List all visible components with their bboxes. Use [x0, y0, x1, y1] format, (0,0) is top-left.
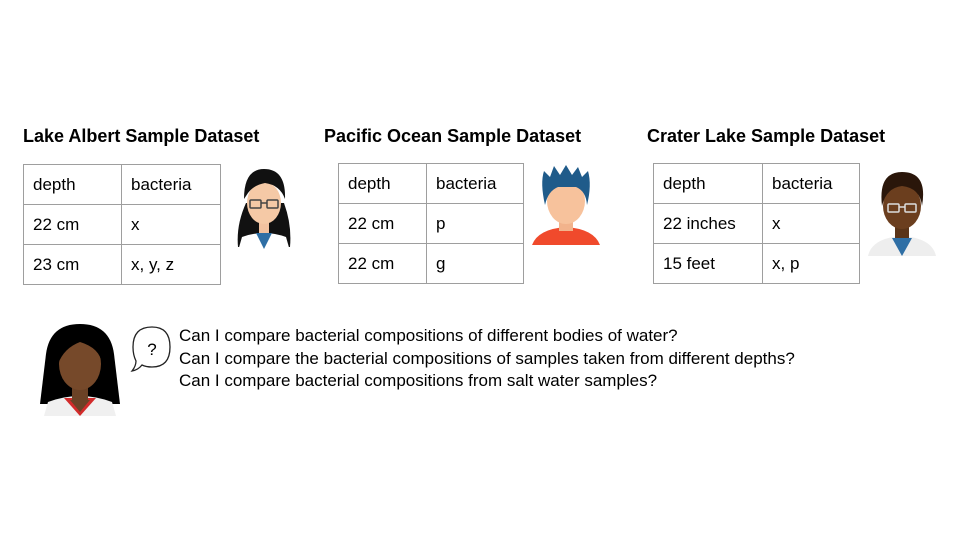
table-cell: 15 feet — [653, 243, 763, 284]
dataset-title-lake-albert: Lake Albert Sample Dataset — [23, 126, 260, 146]
table-cell: g — [426, 243, 524, 284]
column-header-bacteria: bacteria — [762, 163, 860, 204]
asking-woman-icon — [40, 324, 120, 416]
table-cell: x — [121, 204, 221, 245]
researcher-blue-hair-icon — [532, 165, 600, 245]
table-row: 15 feet x, p — [653, 243, 860, 284]
column-header-depth: depth — [23, 164, 122, 205]
question-salt-water: Can I compare bacterial compositions fro… — [179, 371, 658, 390]
table-row: 22 cm g — [338, 243, 524, 284]
table-cell: 22 cm — [338, 243, 427, 284]
dataset-title-crater-lake: Crater Lake Sample Dataset — [647, 126, 886, 146]
question-list: Can I compare bacterial compositions of … — [179, 325, 795, 393]
researcher-glasses-man-icon — [868, 172, 936, 256]
dataset-table-crater-lake: depth bacteria 22 inches x 15 feet x, p — [653, 163, 860, 284]
table-row: 23 cm x, y, z — [23, 244, 221, 285]
table-row: depth bacteria — [338, 163, 524, 204]
table-row: 22 inches x — [653, 203, 860, 244]
table-row: depth bacteria — [653, 163, 860, 204]
question-bodies-of-water: Can I compare bacterial compositions of … — [179, 326, 678, 345]
researcher-glasses-woman-icon — [237, 169, 291, 251]
table-cell: 22 inches — [653, 203, 763, 244]
table-cell: x, p — [762, 243, 860, 284]
table-row: depth bacteria — [23, 164, 221, 205]
column-header-bacteria: bacteria — [121, 164, 221, 205]
column-header-depth: depth — [653, 163, 763, 204]
question-different-depths: Can I compare the bacterial compositions… — [179, 348, 795, 368]
table-cell: 22 cm — [23, 204, 122, 245]
column-header-depth: depth — [338, 163, 427, 204]
dataset-title-pacific-ocean: Pacific Ocean Sample Dataset — [324, 126, 582, 146]
table-row: 22 cm p — [338, 203, 524, 244]
table-cell: 23 cm — [23, 244, 122, 285]
table-cell: 22 cm — [338, 203, 427, 244]
table-row: 22 cm x — [23, 204, 221, 245]
column-header-bacteria: bacteria — [426, 163, 524, 204]
table-cell: x, y, z — [121, 244, 221, 285]
speech-bubble-icon: ? — [130, 326, 171, 372]
dataset-table-pacific-ocean: depth bacteria 22 cm p 22 cm g — [338, 163, 524, 284]
table-cell: p — [426, 203, 524, 244]
table-cell: x — [762, 203, 860, 244]
dataset-table-lake-albert: depth bacteria 22 cm x 23 cm x, y, z — [23, 164, 221, 285]
question-mark: ? — [147, 340, 156, 359]
